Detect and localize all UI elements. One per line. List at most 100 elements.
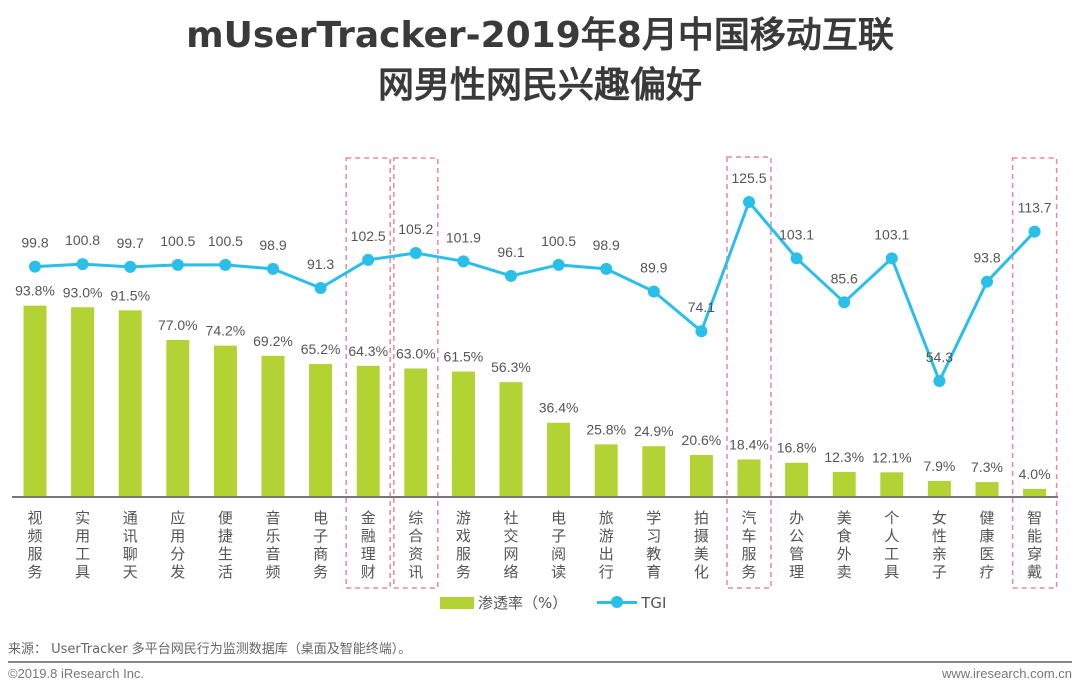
legend-line-label: TGI	[641, 593, 667, 612]
bar-value-label: 77.0%	[158, 317, 198, 333]
bar	[309, 363, 333, 497]
bar	[880, 472, 904, 497]
bar-value-label: 69.2%	[253, 333, 293, 349]
bar-value-label: 93.8%	[15, 283, 55, 299]
bar	[166, 339, 190, 497]
highlight-box	[393, 157, 439, 589]
bar-value-label: 74.2%	[206, 323, 246, 339]
tgi-value-label: 100.8	[65, 232, 100, 248]
highlight-box	[1011, 157, 1058, 589]
tgi-value-label: 105.2	[398, 221, 433, 237]
bar	[404, 368, 428, 497]
category-label: 学习教育	[646, 509, 661, 581]
bar	[547, 422, 571, 497]
tgi-point	[267, 262, 279, 275]
tgi-value-label: 100.5	[208, 233, 243, 249]
tgi-point	[695, 325, 708, 338]
legend-bar-label: 渗透率（%）	[478, 594, 568, 612]
bar-value-label: 36.4%	[539, 400, 579, 416]
bar	[975, 482, 999, 497]
category-label: 拍摄美化	[694, 509, 709, 581]
bar-value-label: 61.5%	[444, 349, 484, 365]
tgi-point	[505, 269, 517, 282]
category-label: 社交网络	[503, 509, 518, 581]
category-label: 金融理财	[361, 509, 376, 581]
copyright: ©2019.8 iResearch Inc.	[8, 666, 145, 681]
tgi-value-label: 96.1	[497, 244, 524, 260]
bar-value-label: 18.4%	[729, 436, 769, 452]
bar-value-label: 16.8%	[777, 440, 817, 456]
tgi-point	[933, 374, 946, 387]
tgi-value-label: 102.5	[351, 228, 386, 244]
bar-value-label: 12.3%	[824, 449, 864, 465]
category-label: 美食外卖	[837, 509, 852, 581]
tgi-point	[171, 258, 184, 271]
chart-title-line2: 网男性网民兴趣偏好	[377, 65, 702, 106]
tgi-value-label: 85.6	[831, 270, 858, 286]
highlight-box	[726, 156, 772, 589]
source-note: 来源： UserTracker 多平台网民行为监测数据库（桌面及智能终端）。	[8, 642, 412, 657]
chart-legend: 渗透率（%） TGI	[440, 592, 666, 613]
tgi-point	[457, 255, 470, 268]
tgi-line	[34, 200, 1036, 383]
bar	[642, 446, 666, 497]
tgi-point	[409, 247, 422, 260]
tgi-value-label: 98.9	[259, 237, 286, 253]
bar-value-label: 65.2%	[301, 341, 341, 357]
tgi-value-label: 113.7	[1018, 200, 1052, 216]
bar	[832, 471, 856, 497]
bar	[1023, 488, 1047, 497]
category-label: 游戏服务	[456, 509, 471, 581]
bar	[71, 307, 95, 497]
bar	[261, 355, 285, 497]
bar-value-label: 25.8%	[586, 421, 626, 437]
tgi-point	[1028, 225, 1041, 238]
bar	[23, 305, 47, 497]
category-label: 视频服务	[27, 509, 42, 581]
category-label: 汽车服务	[741, 509, 756, 581]
bar-value-label: 63.0%	[396, 345, 436, 361]
category-label: 旅游出行	[599, 509, 614, 581]
bar	[213, 345, 237, 497]
category-label: 音乐音频	[265, 509, 280, 581]
tgi-point	[552, 258, 565, 271]
bar	[689, 454, 713, 497]
tgi-point	[600, 262, 613, 275]
bar	[499, 382, 523, 497]
tgi-point	[838, 296, 851, 309]
bar	[356, 365, 380, 497]
legend-bar-swatch	[440, 596, 474, 609]
bar	[737, 459, 761, 497]
bar-value-label: 20.6%	[682, 432, 722, 448]
tgi-point	[790, 252, 803, 265]
bar	[451, 371, 475, 497]
tgi-point	[647, 285, 660, 298]
tgi-value-label: 89.9	[640, 259, 667, 275]
tgi-point	[219, 258, 232, 271]
bar-value-label: 7.9%	[923, 458, 955, 474]
tgi-point	[362, 253, 375, 266]
category-label: 综合资讯	[408, 509, 423, 581]
bar-value-label: 91.5%	[110, 287, 150, 303]
tgi-value-label: 100.5	[160, 233, 195, 249]
bar-value-label: 64.3%	[348, 343, 388, 359]
tgi-point	[885, 252, 898, 265]
bar	[785, 462, 809, 497]
tgi-value-label: 100.5	[541, 233, 576, 249]
tgi-value-label: 101.9	[446, 229, 481, 245]
tgi-value-label: 99.8	[21, 235, 48, 251]
tgi-value-label: 91.3	[307, 256, 334, 272]
bar-value-label: 12.1%	[872, 449, 912, 465]
chart-title-line1: mUserTracker-2019年8月中国移动互联	[186, 15, 894, 56]
category-label: 健康医疗	[979, 509, 994, 581]
tgi-value-label: 99.7	[117, 235, 144, 251]
tgi-value-label: 125.5	[731, 170, 766, 186]
category-label: 电子商务	[313, 509, 328, 581]
website-link: www.iresearch.com.cn	[941, 666, 1072, 681]
category-label: 个人工具	[884, 509, 899, 581]
highlight-box	[345, 157, 391, 589]
legend-line-swatch	[597, 596, 638, 608]
tgi-point	[981, 275, 993, 288]
tgi-point	[314, 281, 327, 294]
